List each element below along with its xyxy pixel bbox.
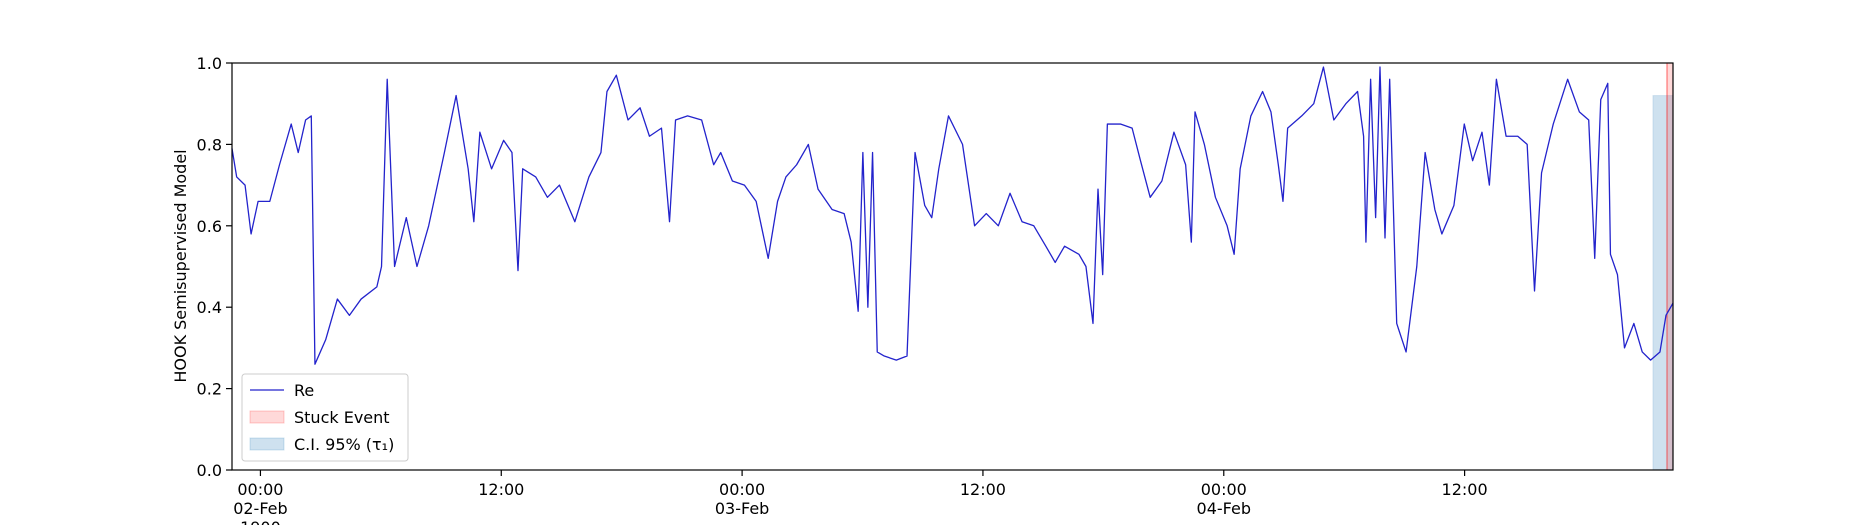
y-tick-label: 0.4 bbox=[197, 298, 222, 317]
x-tick-label: 12:00 bbox=[960, 480, 1006, 499]
plot-frame bbox=[231, 62, 1674, 471]
span bbox=[1666, 62, 1674, 471]
y-tick-label: 0.0 bbox=[197, 461, 222, 480]
y-axis-label: HOOK Semisupervised Model bbox=[171, 149, 190, 382]
y-tick-label: 1.0 bbox=[197, 54, 222, 73]
legend-label: C.I. 95% (τ₁) bbox=[294, 435, 394, 454]
legend-swatch bbox=[249, 410, 285, 424]
y-tick-label: 0.6 bbox=[197, 217, 222, 236]
legend-swatch bbox=[249, 437, 285, 451]
y-tick-label: 0.8 bbox=[197, 135, 222, 154]
legend-label: Stuck Event bbox=[294, 408, 390, 427]
x-tick-label: 12:00 bbox=[1442, 480, 1488, 499]
legend-box bbox=[241, 373, 409, 462]
x-tick-label: 00:00 03-Feb bbox=[715, 480, 769, 518]
legend-label: Re bbox=[294, 381, 314, 400]
x-tick-label: 12:00 bbox=[478, 480, 524, 499]
y-tick-label: 0.2 bbox=[197, 380, 222, 399]
x-tick-label: 00:00 04-Feb bbox=[1197, 480, 1251, 518]
data-line bbox=[231, 66, 1674, 365]
